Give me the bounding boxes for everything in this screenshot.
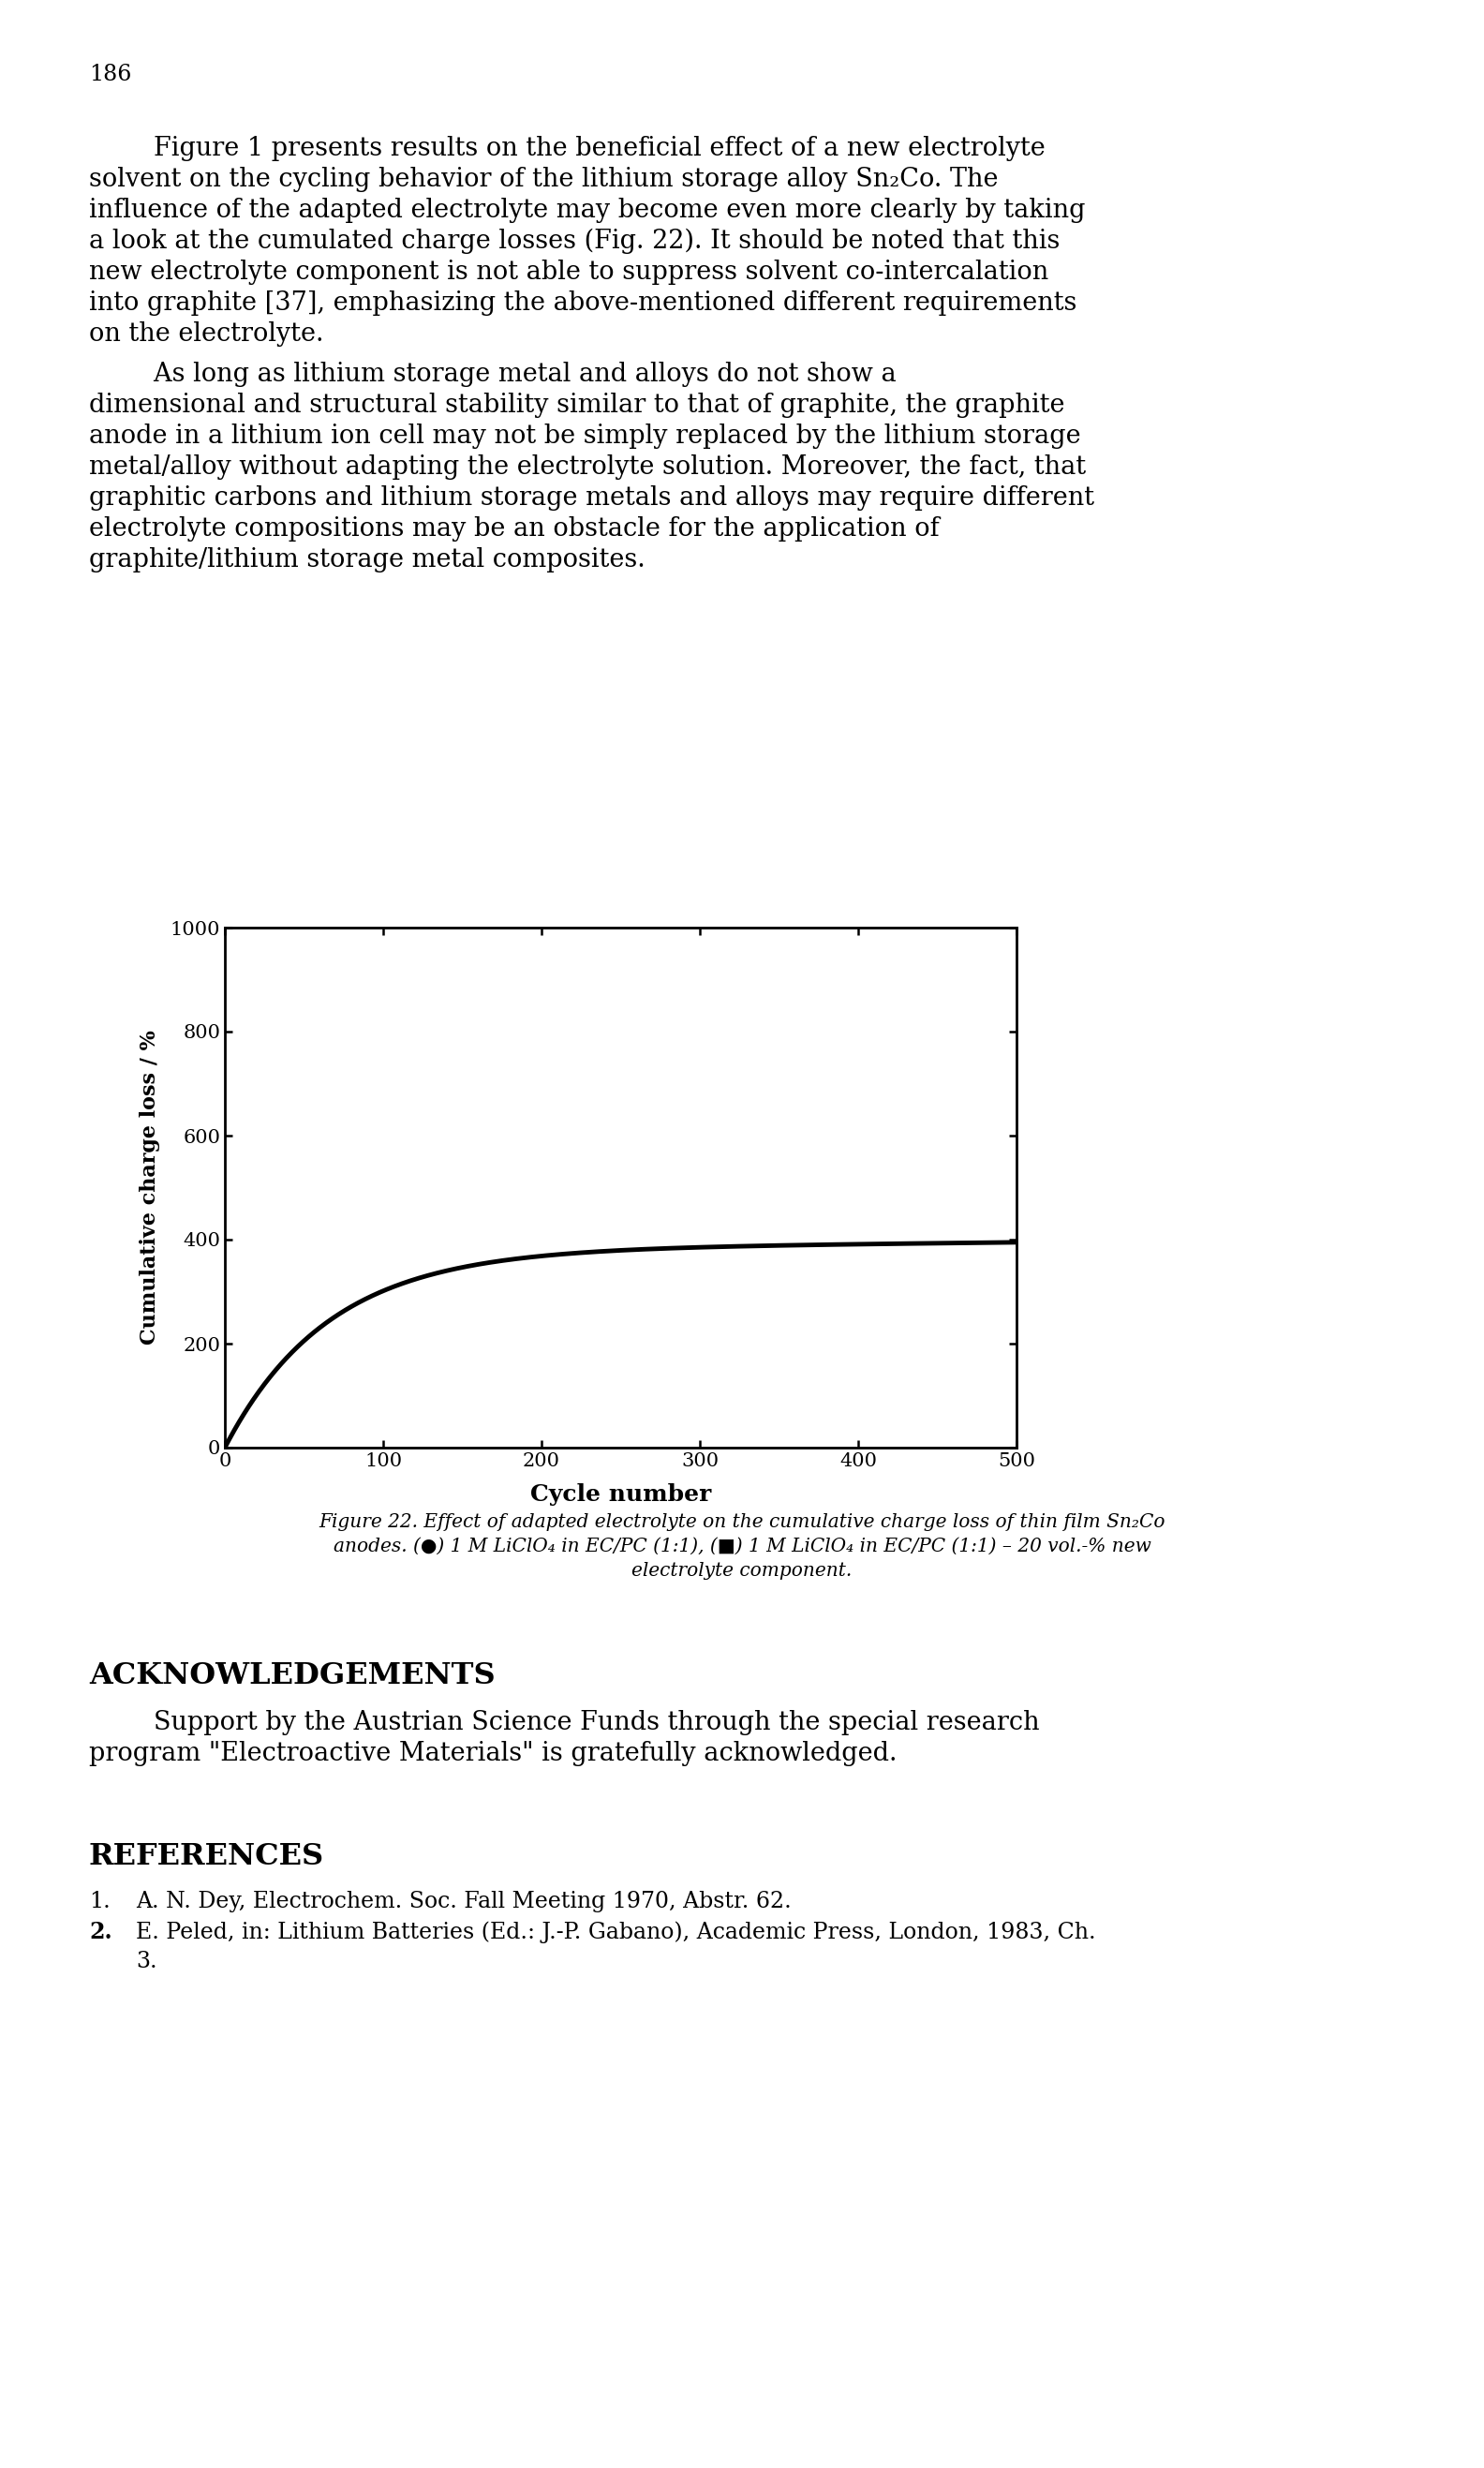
Text: graphitic carbons and lithium storage metals and alloys may require different: graphitic carbons and lithium storage me… xyxy=(89,486,1094,511)
Text: REFERENCES: REFERENCES xyxy=(89,1841,325,1871)
Text: new electrolyte component is not able to suppress solvent co-intercalation: new electrolyte component is not able to… xyxy=(89,259,1049,284)
Text: 3.: 3. xyxy=(137,1950,157,1972)
Text: influence of the adapted electrolyte may become even more clearly by taking: influence of the adapted electrolyte may… xyxy=(89,197,1085,222)
Text: metal/alloy without adapting the electrolyte solution. Moreover, the fact, that: metal/alloy without adapting the electro… xyxy=(89,454,1086,479)
Text: electrolyte component.: electrolyte component. xyxy=(632,1562,852,1580)
Text: Figure 22. Effect of adapted electrolyte on the cumulative charge loss of thin f: Figure 22. Effect of adapted electrolyte… xyxy=(319,1513,1165,1530)
Text: E. Peled, in: Lithium Batteries (Ed.: J.-P. Gabano), Academic Press, London, 198: E. Peled, in: Lithium Batteries (Ed.: J.… xyxy=(137,1920,1095,1942)
Text: 2.: 2. xyxy=(89,1920,113,1942)
Y-axis label: Cumulative charge loss / %: Cumulative charge loss / % xyxy=(139,1029,160,1345)
Text: As long as lithium storage metal and alloys do not show a: As long as lithium storage metal and all… xyxy=(89,363,896,387)
Text: graphite/lithium storage metal composites.: graphite/lithium storage metal composite… xyxy=(89,548,646,573)
Text: Figure 1 presents results on the beneficial effect of a new electrolyte: Figure 1 presents results on the benefic… xyxy=(89,136,1045,160)
Text: anode in a lithium ion cell may not be simply replaced by the lithium storage: anode in a lithium ion cell may not be s… xyxy=(89,424,1080,449)
Text: Support by the Austrian Science Funds through the special research: Support by the Austrian Science Funds th… xyxy=(89,1710,1040,1735)
Text: program "Electroactive Materials" is gratefully acknowledged.: program "Electroactive Materials" is gra… xyxy=(89,1740,896,1767)
X-axis label: Cycle number: Cycle number xyxy=(530,1483,711,1505)
Text: into graphite [37], emphasizing the above-mentioned different requirements: into graphite [37], emphasizing the abov… xyxy=(89,291,1077,316)
Text: a look at the cumulated charge losses (Fig. 22). It should be noted that this: a look at the cumulated charge losses (F… xyxy=(89,230,1060,254)
Text: 186: 186 xyxy=(89,64,132,86)
Text: solvent on the cycling behavior of the lithium storage alloy Sn₂Co. The: solvent on the cycling behavior of the l… xyxy=(89,168,999,193)
Text: anodes. (●) 1 M LiClO₄ in EC/PC (1:1), (■) 1 M LiClO₄ in EC/PC (1:1) – 20 vol.-%: anodes. (●) 1 M LiClO₄ in EC/PC (1:1), (… xyxy=(332,1538,1152,1555)
Text: electrolyte compositions may be an obstacle for the application of: electrolyte compositions may be an obsta… xyxy=(89,516,939,540)
Text: dimensional and structural stability similar to that of graphite, the graphite: dimensional and structural stability sim… xyxy=(89,392,1064,417)
Text: 1.: 1. xyxy=(89,1890,110,1913)
Text: ACKNOWLEDGEMENTS: ACKNOWLEDGEMENTS xyxy=(89,1661,496,1691)
Text: A. N. Dey, Electrochem. Soc. Fall Meeting 1970, Abstr. 62.: A. N. Dey, Electrochem. Soc. Fall Meetin… xyxy=(137,1890,791,1913)
Text: on the electrolyte.: on the electrolyte. xyxy=(89,321,324,346)
